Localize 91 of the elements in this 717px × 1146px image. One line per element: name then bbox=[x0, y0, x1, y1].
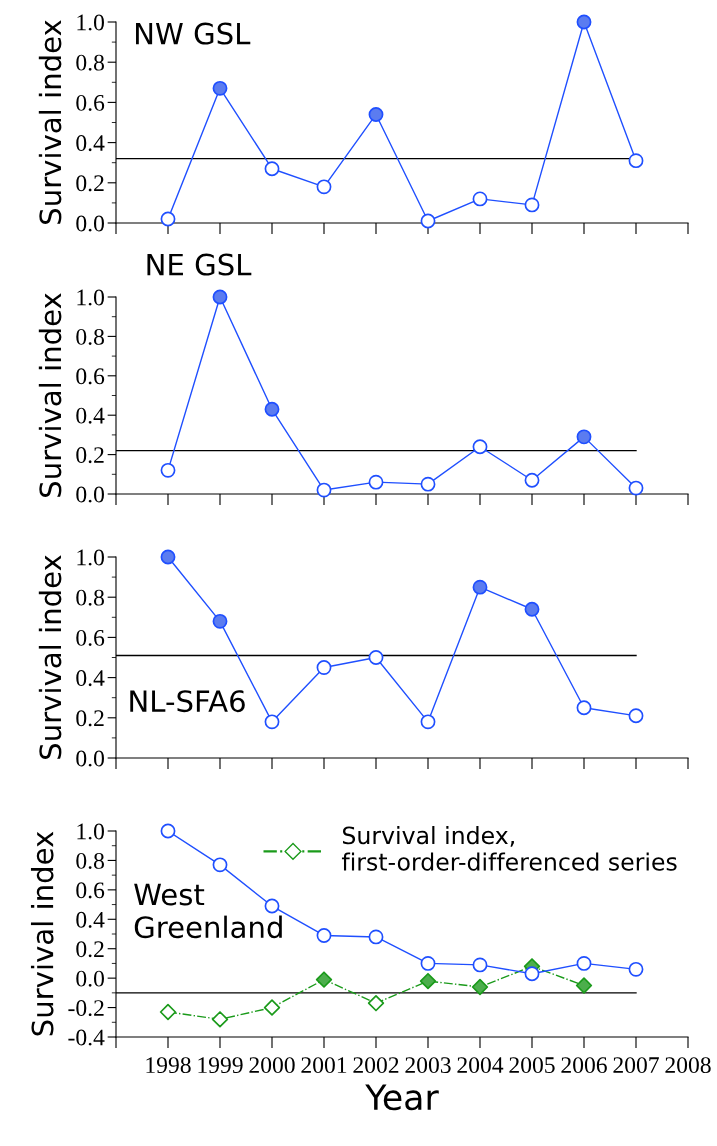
y-tick-label: 0.4 bbox=[76, 407, 105, 424]
point bbox=[628, 480, 644, 496]
point bbox=[212, 613, 228, 629]
y-tick-label: 0.0 bbox=[76, 486, 104, 503]
point bbox=[315, 971, 333, 988]
text: NL-SFA6 bbox=[130, 690, 245, 713]
x-tick-label: 2006 bbox=[561, 1057, 607, 1074]
point bbox=[419, 972, 437, 990]
x-tick-label: 1998 bbox=[146, 1057, 191, 1074]
point bbox=[368, 929, 384, 945]
x-tick-label: 2007 bbox=[613, 1057, 659, 1074]
point bbox=[316, 660, 332, 675]
y-tick-label: 0.0 bbox=[76, 215, 104, 232]
point bbox=[472, 439, 488, 455]
legend-label: Survival index, first-order-differenced series bbox=[341, 826, 677, 871]
x-axis-title: Year bbox=[365, 1084, 439, 1111]
point bbox=[368, 107, 384, 122]
point bbox=[576, 955, 592, 971]
y-tick-label: 1.0 bbox=[77, 14, 104, 31]
point bbox=[212, 80, 228, 96]
y-tick-label: 0.2 bbox=[76, 447, 104, 464]
point bbox=[575, 977, 593, 994]
y-tick-label: 0.8 bbox=[76, 589, 104, 606]
x-tick-label: 2005 bbox=[509, 1057, 555, 1074]
y-tick-label: -0.4 bbox=[68, 1029, 105, 1046]
x-tick-label: 2003 bbox=[405, 1057, 451, 1074]
x-tick-label: 2001 bbox=[301, 1057, 347, 1074]
point bbox=[628, 961, 644, 977]
y-tick-label: -0.2 bbox=[68, 1000, 104, 1017]
y-tick-label: 0.6 bbox=[76, 882, 105, 899]
y-tick-label: 0.2 bbox=[76, 175, 104, 192]
point bbox=[264, 898, 280, 914]
x-tick-label: 1999 bbox=[198, 1057, 243, 1074]
y-tick-label: 1.0 bbox=[77, 823, 104, 840]
x-tick-label: 2002 bbox=[353, 1057, 399, 1074]
y-tick-label: 1.0 bbox=[77, 289, 104, 306]
point bbox=[160, 549, 176, 565]
point bbox=[576, 700, 592, 716]
point bbox=[576, 14, 592, 30]
point bbox=[264, 161, 280, 177]
y-axis-title: Survival index bbox=[30, 831, 54, 1036]
y-tick-label: 0.0 bbox=[76, 750, 104, 767]
y-tick-label: 0.6 bbox=[76, 368, 105, 385]
y-tick-label: 0.8 bbox=[76, 54, 104, 71]
x-tick-label: 2008 bbox=[665, 1057, 711, 1074]
chart-title: NW GSL bbox=[136, 22, 251, 45]
point bbox=[472, 579, 488, 595]
point bbox=[264, 714, 280, 730]
point bbox=[316, 482, 332, 498]
point bbox=[420, 213, 436, 229]
point bbox=[212, 289, 228, 305]
point bbox=[264, 401, 280, 417]
y-tick-label: 0.0 bbox=[76, 970, 104, 987]
point bbox=[524, 966, 540, 982]
text: West Greenland bbox=[134, 883, 282, 939]
point bbox=[160, 211, 176, 227]
y-tick-label: 0.6 bbox=[76, 94, 105, 111]
point bbox=[628, 708, 644, 724]
point bbox=[472, 957, 488, 973]
point bbox=[212, 857, 228, 873]
chart-title: NE GSL bbox=[147, 253, 252, 276]
y-tick-label: 0.8 bbox=[76, 852, 104, 869]
y-tick-label: 1.0 bbox=[77, 549, 104, 566]
point bbox=[471, 978, 489, 996]
y-axis-title: Survival index bbox=[38, 20, 62, 224]
y-axis-title: Survival index bbox=[38, 555, 62, 759]
point bbox=[576, 429, 592, 445]
point bbox=[628, 153, 644, 169]
y-tick-label: 0.4 bbox=[76, 911, 105, 928]
point bbox=[524, 472, 540, 488]
point bbox=[524, 197, 540, 213]
point bbox=[420, 714, 436, 730]
y-axis-title: Survival index bbox=[38, 293, 62, 497]
point bbox=[420, 955, 436, 971]
point bbox=[524, 601, 540, 617]
point bbox=[160, 462, 176, 478]
y-tick-label: 0.2 bbox=[76, 710, 104, 727]
point bbox=[420, 476, 436, 492]
point bbox=[316, 179, 332, 195]
y-tick-label: 0.8 bbox=[76, 328, 104, 345]
y-tick-label: 0.4 bbox=[76, 135, 105, 152]
y-tick-label: 0.2 bbox=[76, 941, 104, 958]
y-tick-label: 0.6 bbox=[76, 629, 105, 646]
point bbox=[368, 650, 384, 665]
point bbox=[472, 191, 488, 207]
point bbox=[160, 823, 176, 839]
point bbox=[316, 928, 332, 943]
x-tick-label: 2004 bbox=[457, 1057, 504, 1074]
y-tick-label: 0.4 bbox=[76, 670, 105, 687]
x-tick-label: 2000 bbox=[249, 1057, 295, 1074]
point bbox=[368, 474, 384, 490]
